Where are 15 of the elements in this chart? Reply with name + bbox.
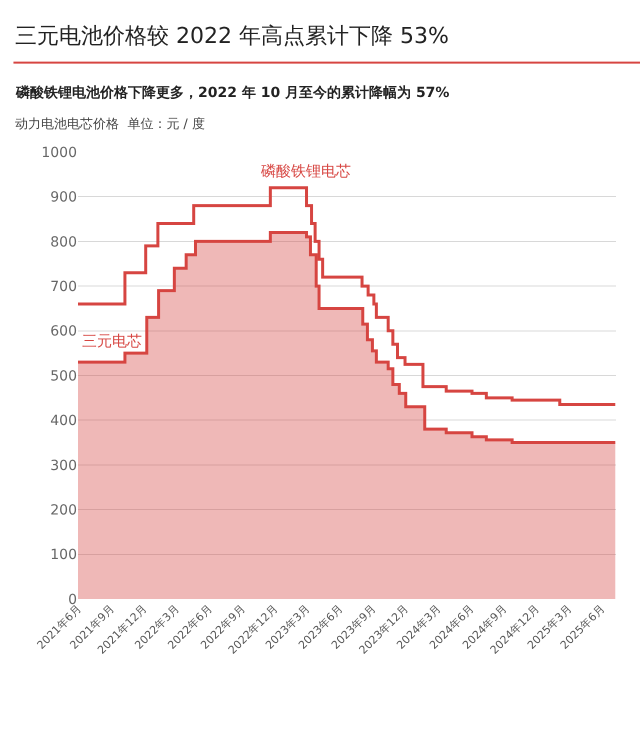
y-axis-title: 动力电池电芯价格 单位：元 / 度 — [15, 116, 205, 132]
y-tick-label: 900 — [50, 190, 77, 206]
chart-title: 三元电池价格较 2022 年高点累计下降 53% — [15, 24, 449, 49]
y-tick-label: 400 — [50, 413, 77, 430]
y-tick-label: 100 — [50, 547, 77, 564]
y-tick-label: 600 — [50, 324, 77, 340]
y-tick-label: 700 — [50, 279, 77, 295]
chart-subtitle: 磷酸铁锂电池价格下降更多，2022 年 10 月至今的累计降幅为 57% — [15, 85, 450, 101]
series-label: 三元电芯 — [82, 332, 142, 350]
y-tick-label: 800 — [50, 234, 77, 250]
y-tick-label: 500 — [50, 368, 77, 384]
y-tick-label: 300 — [50, 458, 77, 474]
y-tick-label: 1000 — [41, 144, 77, 161]
series-label: 磷酸铁锂电芯 — [260, 162, 351, 180]
y-tick-label: 200 — [50, 502, 77, 518]
